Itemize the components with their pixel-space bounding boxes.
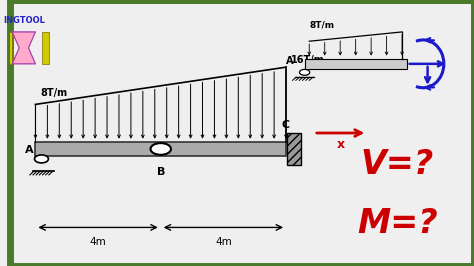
Circle shape [35, 155, 48, 163]
Text: 8T/m: 8T/m [40, 88, 67, 98]
Text: 16T/m: 16T/m [291, 55, 324, 65]
Text: C: C [281, 120, 289, 130]
Bar [287, 133, 301, 165]
Text: 4m: 4m [215, 237, 232, 247]
Circle shape [300, 69, 310, 75]
Text: B: B [156, 167, 165, 177]
Circle shape [151, 143, 171, 155]
Bar [42, 32, 49, 64]
Text: 8T/m: 8T/m [309, 20, 334, 29]
Text: INGTOOL: INGTOOL [3, 16, 45, 25]
Text: x: x [337, 138, 345, 151]
Polygon shape [12, 32, 36, 64]
Bar [5, 32, 12, 64]
Text: V=?: V=? [361, 148, 434, 181]
Bar [305, 59, 407, 69]
Text: 4m: 4m [90, 237, 107, 247]
Bar [36, 142, 286, 156]
Text: M=?: M=? [357, 207, 438, 240]
Text: A: A [25, 145, 33, 155]
Text: A: A [285, 56, 293, 66]
